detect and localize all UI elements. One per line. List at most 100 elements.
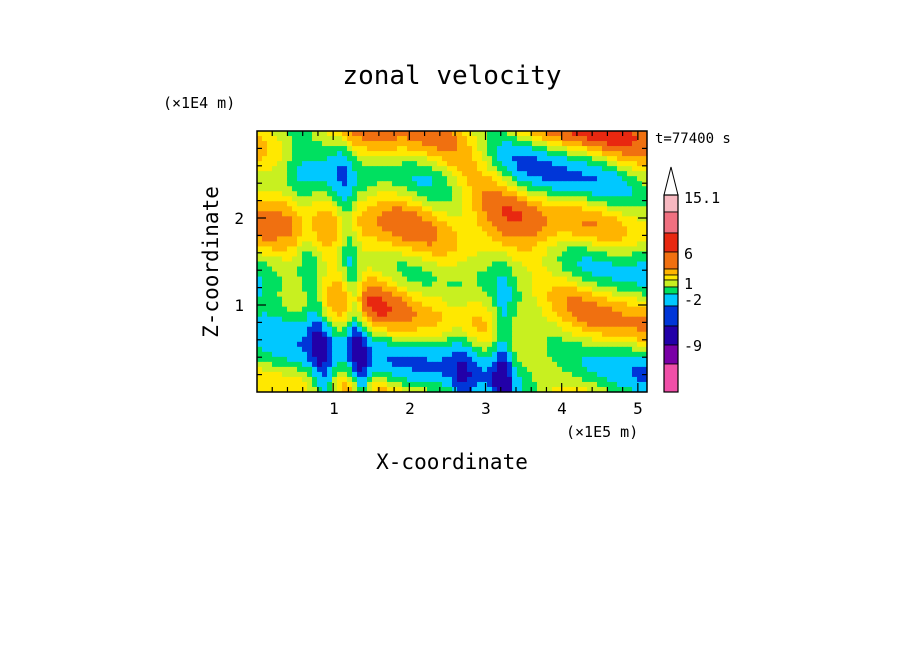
field-cell: [312, 371, 318, 378]
field-cell: [422, 176, 428, 182]
field-cell: [637, 261, 643, 268]
field-cell: [452, 356, 458, 363]
field-cell: [612, 326, 618, 333]
field-cell: [407, 176, 413, 182]
field-cell: [277, 296, 283, 303]
field-cell: [362, 316, 368, 323]
field-cell: [522, 301, 528, 308]
field-cell: [447, 226, 453, 232]
field-cell: [517, 311, 523, 318]
field-cell: [582, 276, 588, 283]
field-cell: [577, 276, 583, 283]
field-cell: [567, 341, 573, 348]
field-cell: [322, 261, 328, 268]
field-cell: [567, 331, 573, 338]
field-cell: [342, 276, 348, 283]
field-cell: [297, 306, 303, 313]
field-cell: [302, 271, 308, 278]
field-cell: [467, 246, 473, 253]
field-cell: [502, 206, 508, 212]
field-cell: [587, 166, 593, 172]
field-cell: [502, 286, 508, 293]
field-cell: [452, 351, 458, 358]
field-cell: [327, 311, 333, 318]
field-cell: [417, 211, 423, 217]
field-cell: [557, 306, 563, 313]
field-cell: [622, 151, 628, 157]
field-cell: [372, 386, 378, 392]
field-cell: [557, 326, 563, 333]
field-cell: [477, 281, 483, 288]
field-cell: [407, 376, 413, 383]
field-cell: [317, 206, 323, 212]
field-cell: [567, 356, 573, 363]
field-cell: [437, 156, 443, 162]
field-cell: [297, 146, 303, 152]
field-cell: [427, 226, 433, 232]
field-cell: [477, 276, 483, 283]
field-cell: [582, 251, 588, 258]
field-cell: [382, 186, 388, 192]
field-cell: [257, 236, 263, 243]
field-cell: [552, 286, 558, 293]
field-cell: [547, 266, 553, 273]
field-cell: [447, 306, 453, 313]
field-cell: [517, 191, 523, 197]
field-cell: [392, 141, 398, 147]
field-cell: [557, 156, 563, 162]
field-cell: [367, 236, 373, 243]
field-cell: [547, 241, 553, 248]
field-cell: [602, 386, 608, 392]
field-cell: [642, 161, 647, 167]
field-cell: [372, 271, 378, 278]
field-cell: [477, 141, 483, 147]
field-cell: [612, 346, 618, 353]
field-cell: [467, 361, 473, 368]
field-cell: [457, 146, 463, 152]
field-cell: [302, 176, 308, 182]
field-cell: [632, 191, 638, 197]
field-cell: [507, 286, 513, 293]
field-cell: [407, 196, 413, 202]
field-cell: [532, 186, 538, 192]
field-cell: [492, 156, 498, 162]
field-cell: [617, 206, 623, 212]
field-cell: [602, 216, 608, 222]
field-cell: [367, 131, 373, 137]
field-cell: [317, 306, 323, 313]
field-cell: [532, 201, 538, 207]
field-cell: [637, 361, 643, 368]
field-cell: [352, 156, 358, 162]
field-cell: [407, 341, 413, 348]
field-cell: [642, 291, 647, 298]
field-cell: [577, 356, 583, 363]
field-cell: [352, 131, 358, 137]
field-cell: [342, 246, 348, 253]
field-cell: [342, 186, 348, 192]
field-cell: [297, 336, 303, 343]
field-cell: [622, 296, 628, 303]
field-cell: [357, 361, 363, 368]
field-cell: [577, 296, 583, 303]
field-cell: [347, 196, 353, 202]
field-cell: [292, 136, 298, 142]
field-cell: [597, 216, 603, 222]
field-cell: [487, 246, 493, 253]
field-cell: [362, 376, 368, 383]
field-cell: [537, 161, 543, 167]
field-cell: [472, 351, 478, 358]
field-cell: [387, 201, 393, 207]
field-cell: [547, 166, 553, 172]
field-cell: [497, 236, 503, 243]
field-cell: [617, 276, 623, 283]
field-cell: [272, 171, 278, 177]
field-cell: [332, 156, 338, 162]
field-cell: [317, 131, 323, 137]
field-cell: [342, 336, 348, 343]
field-cell: [322, 356, 328, 363]
field-cell: [617, 156, 623, 162]
field-cell: [407, 181, 413, 187]
field-cell: [337, 301, 343, 308]
field-cell: [507, 241, 513, 248]
field-cell: [422, 356, 428, 363]
